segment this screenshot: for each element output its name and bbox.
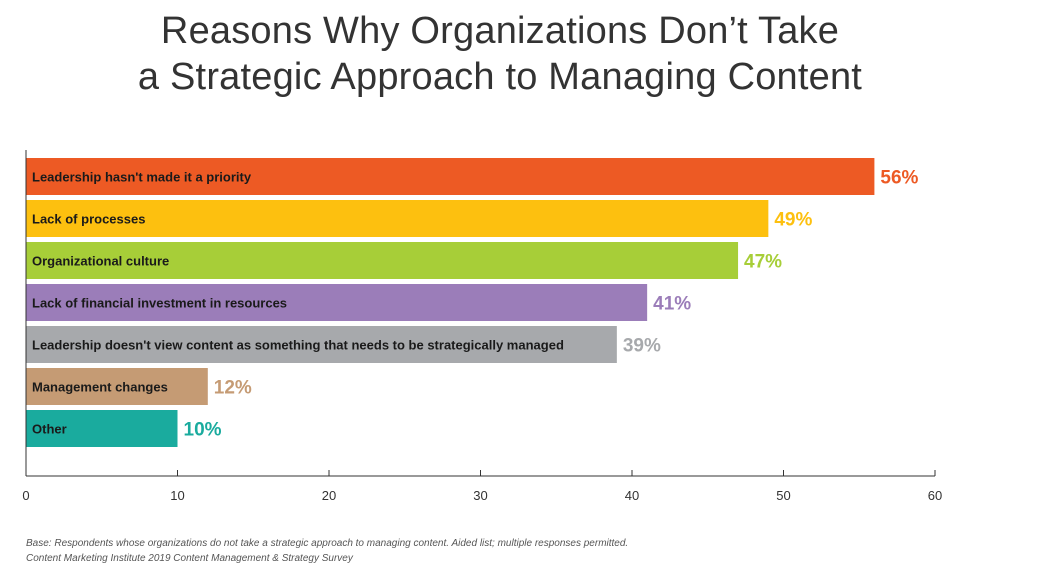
bar-value-label-0: 56% <box>880 168 918 189</box>
bar-value-label-6: 10% <box>184 420 222 441</box>
bar-category-label-3: Lack of financial investment in resource… <box>32 296 287 311</box>
bar-value-label-2: 47% <box>744 252 782 273</box>
bar-5 <box>26 368 208 405</box>
x-tick-label-4: 40 <box>625 488 639 503</box>
chart-footnote: Base: Respondents whose organizations do… <box>26 536 1006 566</box>
chart-title-line-2: a Strategic Approach to Managing Content <box>137 56 863 98</box>
bar-category-label-6: Other <box>32 422 67 437</box>
x-tick-label-5: 50 <box>776 488 790 503</box>
bar-category-label-1: Lack of processes <box>32 212 145 227</box>
bar-value-label-4: 39% <box>623 336 661 357</box>
chart-title: Reasons Why Organizations Don’t Take a S… <box>0 8 1000 100</box>
x-tick-label-2: 20 <box>322 488 336 503</box>
x-tick-label-6: 60 <box>928 488 942 503</box>
bar-0 <box>26 158 875 195</box>
bar-4 <box>26 326 617 363</box>
x-tick-label-0: 0 <box>22 488 29 503</box>
bar-category-label-0: Leadership hasn't made it a priority <box>32 170 252 185</box>
bar-3 <box>26 284 648 321</box>
bar-category-label-5: Management changes <box>32 380 168 395</box>
x-tick-label-1: 10 <box>170 488 184 503</box>
x-tick-label-3: 30 <box>473 488 487 503</box>
bar-category-label-2: Organizational culture <box>32 254 169 269</box>
bar-value-label-3: 41% <box>653 294 691 315</box>
bar-1 <box>26 200 769 237</box>
bar-value-label-5: 12% <box>214 378 252 399</box>
footnote-line-1: Base: Respondents whose organizations do… <box>26 538 629 549</box>
bar-value-label-1: 49% <box>774 210 812 231</box>
chart-title-line-1: Reasons Why Organizations Don’t Take <box>160 10 840 52</box>
footnote-line-2: Content Marketing Institute 2019 Content… <box>26 553 353 564</box>
bar-category-label-4: Leadership doesn't view content as somet… <box>32 338 564 353</box>
bar-2 <box>26 242 739 279</box>
bar-6 <box>26 410 178 447</box>
